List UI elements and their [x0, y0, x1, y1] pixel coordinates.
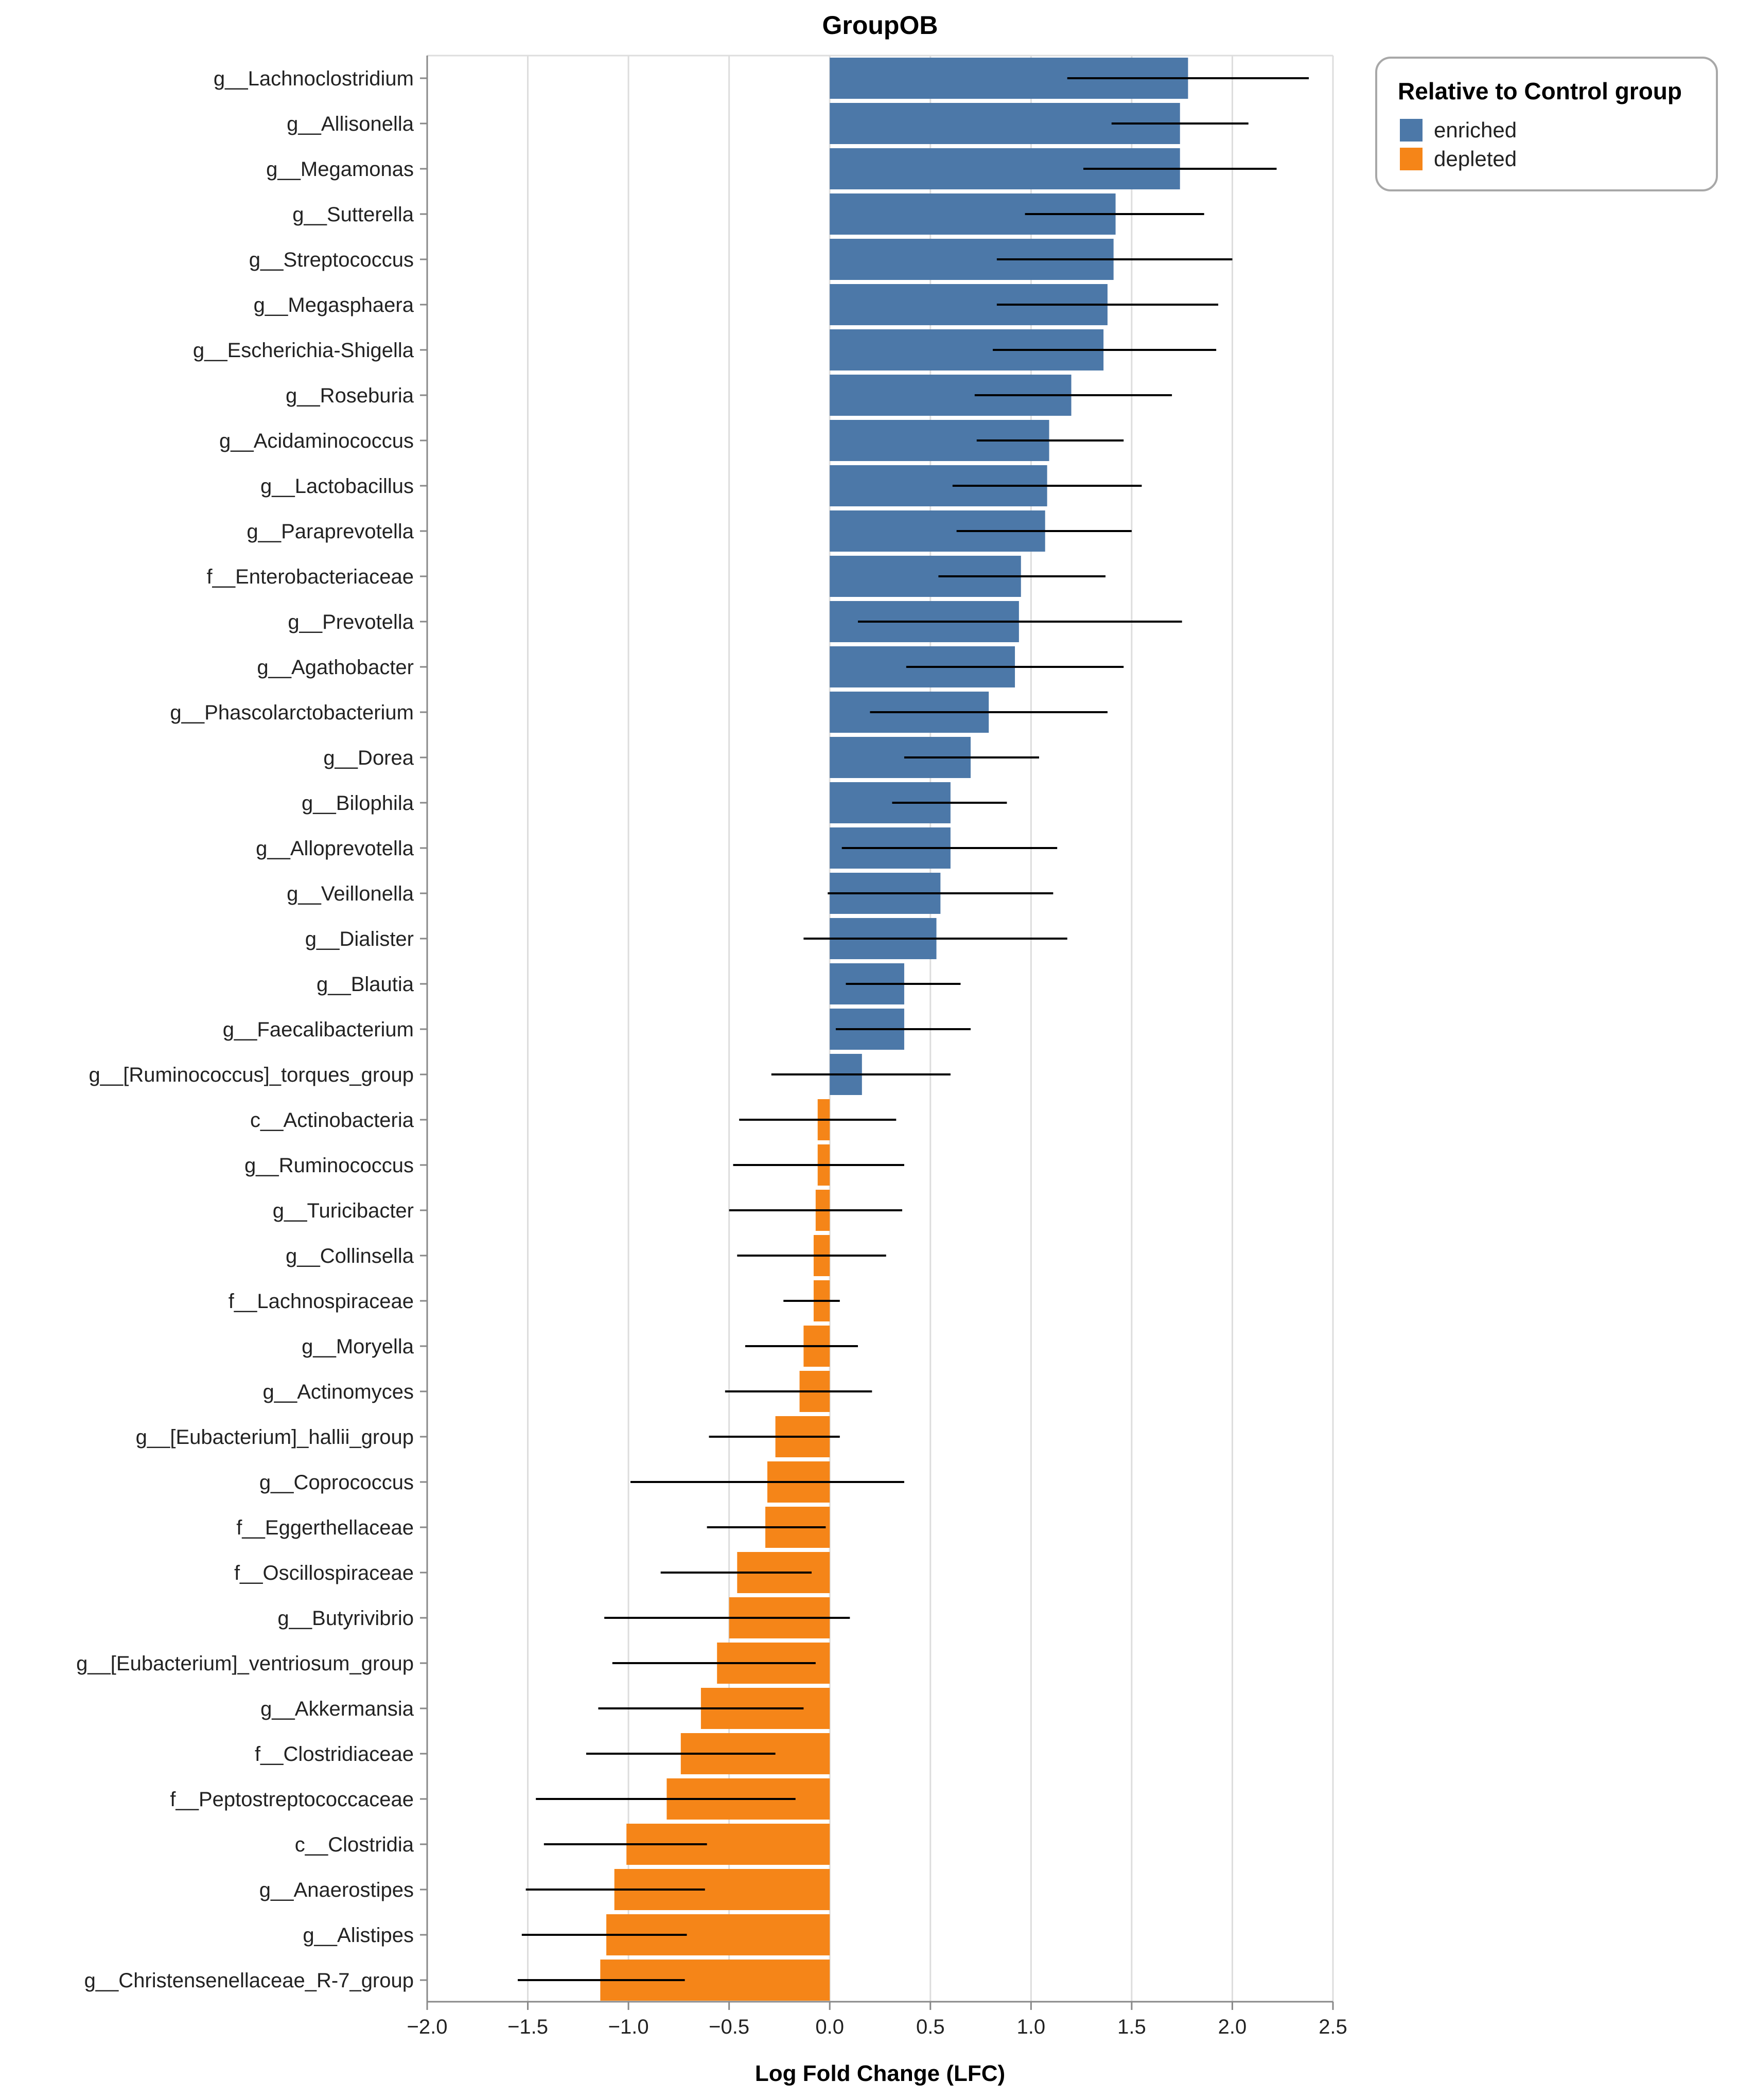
category-label: g__Dialister	[305, 928, 414, 950]
category-label: c__Actinobacteria	[250, 1109, 414, 1132]
error-bars	[518, 77, 1309, 1981]
category-label: g__Agathobacter	[257, 656, 414, 679]
category-label: g__Christensenellaceae_R-7_group	[84, 1969, 414, 1992]
category-label: g__Veillonella	[287, 883, 414, 905]
category-label: f__Enterobacteriaceae	[207, 566, 414, 588]
category-label: g__Coprococcus	[259, 1471, 414, 1494]
category-label: g__[Eubacterium]_ventriosum_group	[76, 1652, 414, 1675]
category-label: g__Butyrivibrio	[277, 1607, 414, 1630]
legend-item-depleted: depleted	[1400, 147, 1517, 171]
x-tick-label: 2.0	[1218, 2016, 1247, 2038]
category-label: f__Oscillospiraceae	[234, 1562, 414, 1584]
legend-title: Relative to Control group	[1398, 78, 1682, 104]
category-label: g__[Eubacterium]_hallii_group	[136, 1426, 414, 1449]
category-label: f__Eggerthellaceae	[236, 1516, 414, 1539]
legend-label-depleted: depleted	[1434, 147, 1517, 171]
category-label: c__Clostridia	[295, 1833, 414, 1856]
category-label: g__Paraprevotella	[247, 520, 414, 543]
category-label: g__Alistipes	[303, 1924, 414, 1947]
x-tick-label: −1.5	[507, 2016, 548, 2038]
category-labels: g__Lachnoclostridium g__Allisonella g__Meg…	[76, 67, 414, 1992]
x-tick-label: 2.5	[1319, 2016, 1347, 2038]
legend: Relative to Control group enriched deple…	[1375, 57, 1718, 191]
chart-title: GroupOB	[822, 11, 938, 40]
category-label: g__Roseburia	[286, 384, 414, 407]
category-label: g__Turicibacter	[273, 1199, 414, 1222]
category-label: g__Megamonas	[266, 158, 414, 181]
x-tick-label: 0.0	[815, 2016, 844, 2038]
category-label: g__Faecalibacterium	[223, 1018, 414, 1041]
category-label: g__Collinsella	[286, 1245, 414, 1267]
category-label: g__Acidaminococcus	[219, 430, 414, 452]
category-label: g__Megasphaera	[254, 294, 414, 316]
category-label: f__Clostridiaceae	[255, 1743, 414, 1766]
category-label: g__Actinomyces	[263, 1381, 414, 1403]
x-tick-label: 1.5	[1117, 2016, 1146, 2038]
category-label: g__Alloprevotella	[256, 837, 414, 860]
x-tick-label: −0.5	[709, 2016, 749, 2038]
category-label: g__Sutterella	[292, 203, 414, 226]
category-label: g__Moryella	[302, 1335, 414, 1358]
axes: −2.0 −1.5 −1.0 −0.5 0.0 0.5 1.0 1.5 2.0 2.5	[407, 56, 1347, 2038]
category-label: g__Streptococcus	[249, 249, 414, 271]
x-axis-title: Log Fold Change (LFC)	[755, 2061, 1005, 2086]
legend-swatch-depleted	[1400, 148, 1423, 170]
category-label: f__Peptostreptococcaceae	[170, 1788, 414, 1811]
category-label: g__Blautia	[317, 973, 414, 996]
category-label: g__Lachnoclostridium	[214, 67, 414, 90]
category-label: g__Bilophila	[302, 792, 414, 815]
category-label: g__Anaerostipes	[259, 1879, 414, 1901]
category-label: g__Phascolarctobacterium	[170, 701, 414, 724]
category-label: g__[Ruminococcus]_torques_group	[89, 1064, 414, 1086]
bars	[600, 58, 1188, 2001]
category-label: g__Dorea	[323, 747, 414, 769]
category-label: g__Akkermansia	[260, 1698, 414, 1720]
x-tick-label: −2.0	[407, 2016, 448, 2038]
category-label: g__Allisonella	[287, 113, 414, 135]
legend-swatch-enriched	[1400, 119, 1423, 142]
x-tick-label: 1.0	[1017, 2016, 1046, 2038]
x-tick-label: 0.5	[916, 2016, 945, 2038]
category-label: g__Ruminococcus	[244, 1154, 414, 1177]
legend-label-enriched: enriched	[1434, 118, 1517, 142]
category-label: g__Lactobacillus	[260, 475, 414, 498]
category-label: g__Escherichia-Shigella	[193, 339, 414, 362]
category-label: f__Lachnospiraceae	[229, 1290, 414, 1313]
category-label: g__Prevotella	[288, 611, 414, 633]
legend-item-enriched: enriched	[1400, 118, 1517, 142]
x-tick-label: −1.0	[608, 2016, 649, 2038]
